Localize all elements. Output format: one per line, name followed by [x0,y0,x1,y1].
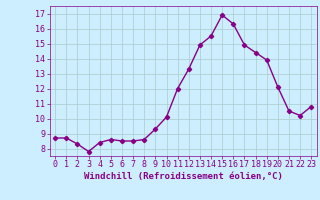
X-axis label: Windchill (Refroidissement éolien,°C): Windchill (Refroidissement éolien,°C) [84,172,283,181]
